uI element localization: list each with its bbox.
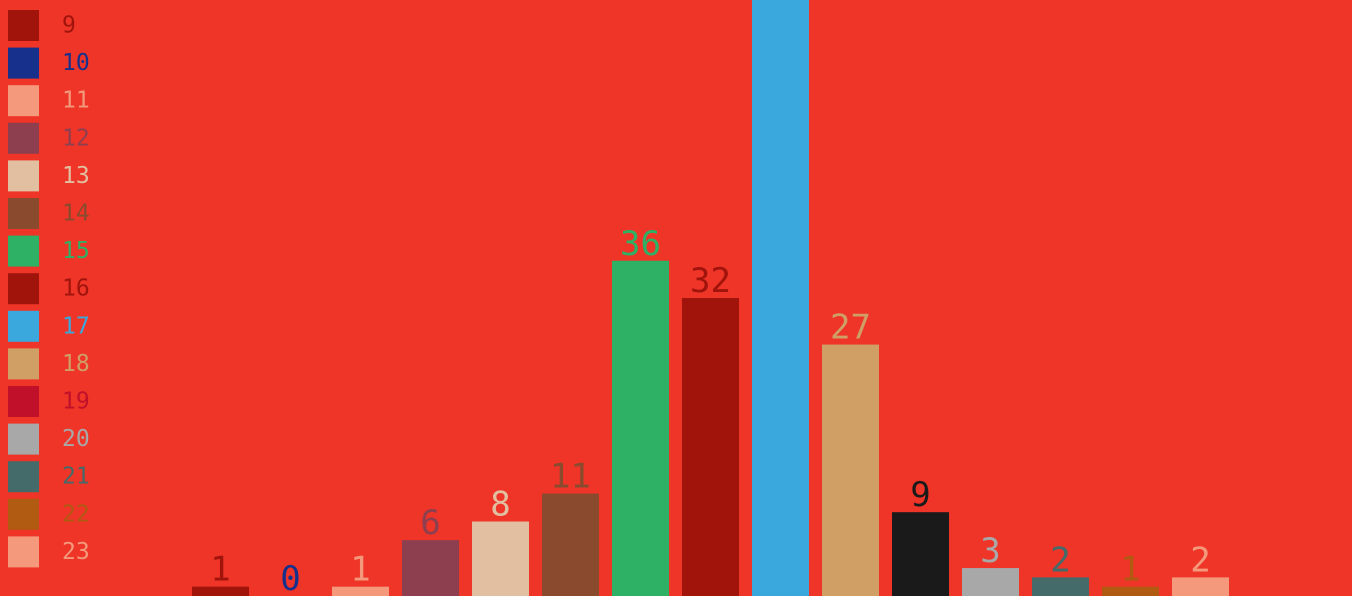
legend-label: 9 bbox=[62, 13, 76, 39]
bar bbox=[682, 298, 739, 596]
bar bbox=[542, 493, 599, 596]
legend-swatch bbox=[8, 386, 39, 417]
bar bbox=[192, 586, 249, 596]
bar bbox=[962, 568, 1019, 596]
bar-value-label: 27 bbox=[830, 308, 871, 348]
legend-label: 11 bbox=[62, 88, 90, 114]
bar-value-label: 0 bbox=[280, 559, 300, 596]
legend-swatch bbox=[8, 85, 39, 117]
legend-swatch bbox=[8, 273, 39, 305]
bar-value-label: 3 bbox=[980, 531, 1000, 571]
bar bbox=[332, 586, 389, 596]
legend-swatch bbox=[8, 461, 39, 493]
bar-value-label: 1 bbox=[350, 550, 370, 590]
legend-label: 10 bbox=[62, 50, 90, 76]
legend-swatch bbox=[8, 536, 39, 568]
legend-swatch bbox=[8, 348, 39, 380]
legend-swatch bbox=[8, 498, 39, 530]
bar-value-label: 1 bbox=[1120, 550, 1140, 590]
bar-value-label: 11 bbox=[550, 457, 591, 497]
bar-value-label: 8 bbox=[490, 485, 510, 525]
bar bbox=[752, 0, 809, 596]
bar-value-label: 32 bbox=[690, 261, 731, 301]
legend-swatch bbox=[8, 198, 39, 229]
legend-label: 23 bbox=[62, 539, 90, 565]
bar bbox=[1032, 577, 1089, 596]
bar-value-label: 1 bbox=[210, 550, 230, 590]
legend-label: 20 bbox=[62, 426, 90, 452]
legend-swatch bbox=[8, 160, 39, 192]
bar bbox=[1102, 586, 1159, 596]
legend-swatch bbox=[8, 122, 39, 154]
legend-label: 14 bbox=[62, 201, 90, 227]
bar bbox=[822, 344, 879, 596]
legend-label: 13 bbox=[62, 163, 90, 189]
bar bbox=[402, 540, 459, 596]
bar-value-label: 36 bbox=[620, 224, 661, 264]
legend-swatch bbox=[8, 235, 39, 267]
legend-swatch bbox=[8, 47, 39, 79]
legend-label: 21 bbox=[62, 464, 90, 490]
bar-value-label: 2 bbox=[1050, 540, 1070, 580]
bar bbox=[1172, 577, 1229, 596]
bar bbox=[892, 512, 949, 596]
legend-swatch bbox=[8, 310, 39, 342]
legend-label: 18 bbox=[62, 351, 90, 377]
legend-label: 16 bbox=[62, 276, 90, 302]
legend-swatch bbox=[8, 10, 39, 41]
bar bbox=[472, 521, 529, 596]
legend-label: 12 bbox=[62, 125, 90, 151]
bar-value-label: 6 bbox=[420, 503, 440, 543]
bar bbox=[612, 260, 669, 596]
legend-label: 19 bbox=[62, 389, 90, 415]
bar-value-label: 9 bbox=[910, 475, 930, 515]
legend-label: 15 bbox=[62, 238, 90, 264]
bar-value-label: 2 bbox=[1190, 540, 1210, 580]
legend-label: 22 bbox=[62, 501, 90, 527]
legend-label: 17 bbox=[62, 313, 90, 339]
legend-swatch bbox=[8, 423, 39, 455]
